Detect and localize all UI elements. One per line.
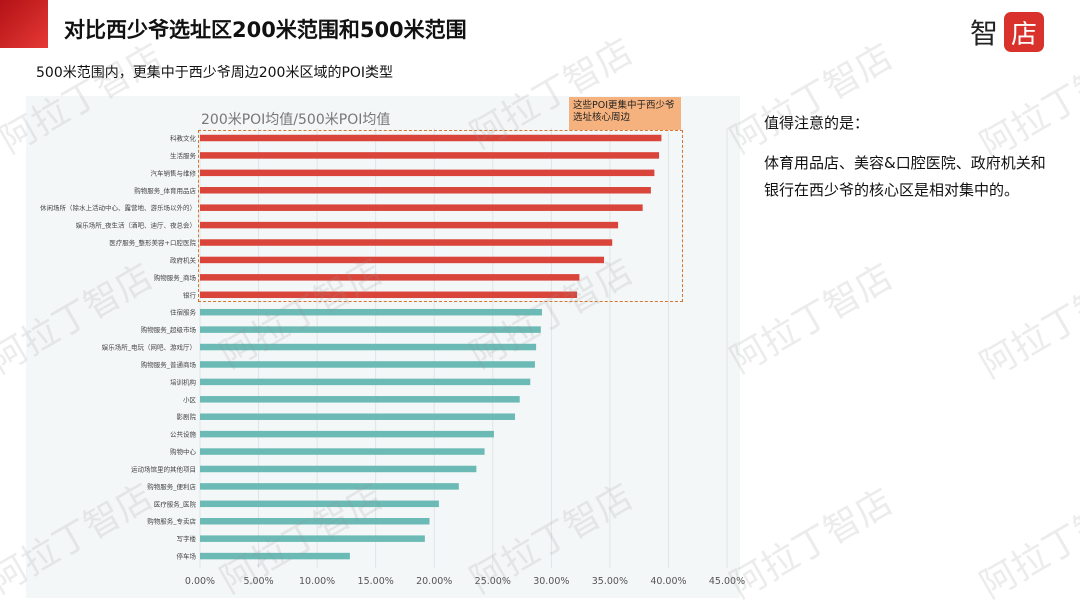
category-label: 购物服务_专卖店: [147, 517, 196, 526]
bar: [200, 326, 541, 333]
category-label: 购物中心: [170, 447, 197, 456]
bar: [200, 169, 655, 177]
category-label: 政府机关: [170, 255, 197, 264]
bar: [200, 430, 494, 438]
x-tick-label: 30.00%: [533, 576, 569, 587]
x-tick-label: 45.00%: [709, 576, 745, 587]
category-label: 公共设施: [170, 430, 197, 439]
category-label: 购物服务_普通商场: [141, 360, 197, 369]
category-label: 购物服务_超级市场: [141, 325, 197, 334]
category-label: 购物服务_便利店: [147, 482, 196, 491]
category-label: 生活服务: [170, 151, 197, 160]
category-label: 影剧院: [177, 412, 197, 421]
category-label: 银行: [183, 290, 197, 299]
bar: [200, 343, 537, 351]
bar: [200, 361, 535, 368]
notes-body: 体育用品店、美容&口腔医院、政府机关和银行在西少爷的核心区是相对集中的。: [764, 154, 1046, 199]
category-label: 购物服务_商场: [154, 273, 197, 282]
bar: [200, 134, 662, 142]
x-tick-label: 0.00%: [185, 576, 215, 587]
bar: [200, 239, 613, 246]
category-label: 住宿服务: [170, 308, 197, 317]
bar: [200, 221, 619, 229]
bar: [200, 291, 578, 299]
x-tick-label: 15.00%: [358, 576, 394, 587]
brand-logo: 智 店: [970, 12, 1045, 52]
category-label: 写字楼: [177, 534, 197, 543]
category-label: 培训机构: [170, 377, 197, 386]
corner-accent: [0, 0, 48, 48]
callout-note: 这些POI更集中于西少爷选址核心周边: [569, 97, 681, 130]
category-label: 娱乐场所_电玩（网吧、游戏厅）: [102, 343, 196, 352]
page-title: 对比西少爷选址区200米范围和500米范围: [64, 18, 467, 42]
subtitle: 500米范围内，更集中于西少爷周边200米区域的POI类型: [36, 65, 394, 81]
bar: [200, 535, 425, 542]
bar: [200, 378, 531, 386]
highlight-box: [198, 130, 683, 302]
bar: [200, 308, 542, 316]
notes-heading: 值得注意的是：: [764, 114, 870, 132]
logo-box: 店: [1004, 12, 1045, 52]
category-label: 医疗服务_医院: [154, 499, 197, 508]
chart-title: 200米POI均值/500米POI均值: [201, 112, 391, 128]
category-label: 运动场馆里的其他项目: [131, 464, 196, 473]
bar: [200, 517, 430, 525]
category-label: 购物服务_体育用品店: [134, 186, 196, 195]
bar: [200, 483, 459, 490]
category-label: 休闲场所（除水上活动中心、露营地、游乐场以外的）: [40, 203, 196, 212]
bar: [200, 448, 485, 455]
category-label: 停车场: [177, 552, 197, 561]
bar: [200, 274, 580, 281]
bar: [200, 465, 477, 473]
x-tick-label: 10.00%: [299, 576, 335, 587]
bar: [200, 552, 350, 560]
category-label: 医疗服务_整形美容+口腔医院: [109, 238, 196, 247]
category-label: 小区: [183, 395, 197, 404]
x-tick-label: 35.00%: [592, 576, 628, 587]
logo-text: 智: [970, 17, 999, 50]
x-tick-label: 20.00%: [416, 576, 452, 587]
bar: [200, 413, 516, 420]
category-label: 娱乐场所_夜生活（酒吧、迪厅、夜总会）: [76, 221, 196, 230]
bar: [200, 256, 605, 264]
category-label: 汽车销售与维修: [151, 168, 197, 177]
bar: [200, 187, 651, 194]
x-tick-label: 40.00%: [650, 576, 686, 587]
bar: [200, 152, 660, 159]
bar: [200, 204, 643, 211]
x-tick-label: 25.00%: [475, 576, 511, 587]
bar: [200, 500, 439, 508]
bar: [200, 396, 520, 403]
category-label: 科教文化: [170, 134, 197, 143]
x-tick-label: 5.00%: [243, 576, 273, 587]
